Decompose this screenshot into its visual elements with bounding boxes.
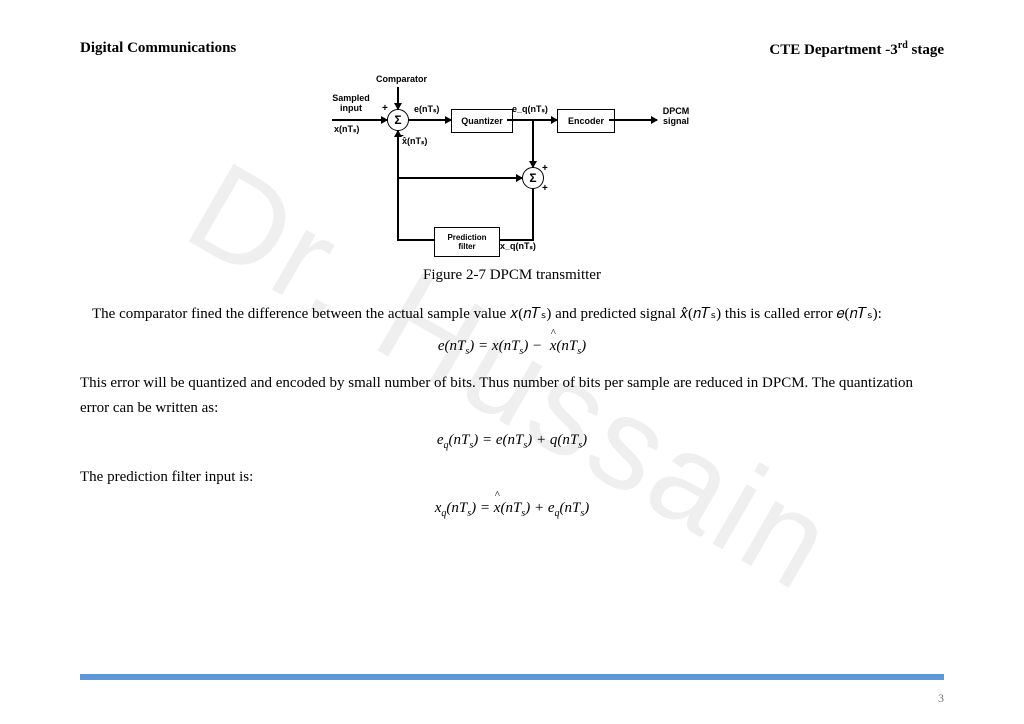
header-right: CTE Department -3rd stage — [769, 40, 944, 59]
label-xhat: x̂(nTₛ) — [402, 137, 427, 147]
page-header: Digital Communications CTE Department -3… — [80, 40, 944, 59]
label-output: DPCMsignal — [658, 107, 694, 127]
summer-comparator: Σ — [387, 109, 409, 131]
label-e: e(nTₛ) — [414, 105, 439, 115]
dpcm-block-diagram: Sampledinput x(nTₛ) Σ + − Comparator e(n… — [332, 79, 692, 259]
paragraph-3: The prediction filter input is: — [80, 465, 944, 491]
equation-2: eq(nTs) = e(nTs) + q(nTs) — [80, 432, 944, 451]
page-number: 3 — [938, 691, 944, 706]
label-eq: e_q(nTₛ) — [512, 105, 548, 115]
label-xq: x_q(nTₛ) — [500, 242, 536, 252]
header-left: Digital Communications — [80, 40, 236, 59]
block-quantizer: Quantizer — [451, 109, 513, 133]
block-encoder: Encoder — [557, 109, 615, 133]
equation-1: e(nTs) = x(nTs) − x(nTs) — [80, 338, 944, 357]
label-comparator: Comparator — [376, 75, 427, 85]
page-content: Digital Communications CTE Department -3… — [0, 0, 1024, 553]
figure-caption: Figure 2-7 DPCM transmitter — [80, 267, 944, 284]
equation-3: xq(nTs) = x(nTs) + eq(nTs) — [80, 500, 944, 519]
paragraph-1: The comparator fined the difference betw… — [80, 302, 944, 328]
summer-reconstruct: Σ — [522, 167, 544, 189]
paragraph-2: This error will be quantized and encoded… — [80, 371, 944, 422]
label-x-in: x(nTₛ) — [334, 125, 359, 135]
block-prediction-filter: Predictionfilter — [434, 227, 500, 257]
footer-divider — [80, 674, 944, 680]
label-sampled-input: Sampledinput — [326, 94, 376, 114]
diagram-container: Sampledinput x(nTₛ) Σ + − Comparator e(n… — [80, 79, 944, 259]
